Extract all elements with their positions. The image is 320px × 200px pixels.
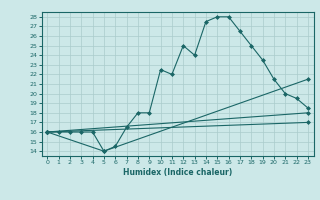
X-axis label: Humidex (Indice chaleur): Humidex (Indice chaleur)	[123, 168, 232, 177]
